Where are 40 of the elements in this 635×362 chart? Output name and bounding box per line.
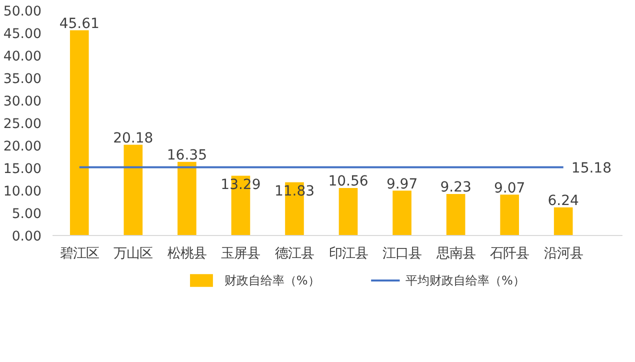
x-tick-label: 思南县 — [435, 246, 476, 262]
bar — [338, 188, 358, 236]
x-tick-label: 松桃县 — [167, 246, 206, 262]
data-label: 9.97 — [386, 176, 418, 192]
y-tick-label: 20.00 — [3, 140, 42, 154]
x-tick-label: 石阡县 — [490, 246, 530, 262]
data-label: 6.24 — [548, 193, 580, 210]
y-tick-label: 45.00 — [3, 27, 42, 42]
y-tick-label: 10.00 — [3, 184, 42, 200]
x-tick-label: 玉屏县 — [221, 246, 260, 262]
y-tick-label: 15.00 — [3, 162, 42, 177]
bar — [500, 194, 519, 236]
bar — [178, 162, 196, 236]
data-label: 9.23 — [440, 180, 472, 196]
x-tick-label: 江口县 — [382, 246, 422, 262]
y-tick-label: 25.00 — [3, 117, 42, 132]
bar — [554, 207, 573, 236]
data-label: 15.18 — [571, 160, 612, 177]
data-label: 9.07 — [494, 180, 526, 196]
x-tick-label: 碧江区 — [60, 246, 99, 262]
x-tick-label: 德江县 — [274, 246, 314, 262]
bar — [124, 144, 143, 236]
y-tick-label: 30.00 — [3, 94, 42, 110]
data-label: 20.18 — [113, 130, 154, 146]
x-tick-label: 印江县 — [328, 246, 368, 262]
bar — [392, 190, 412, 236]
data-label: 16.35 — [166, 148, 207, 164]
bar — [70, 30, 89, 236]
legend-label: 平均财政自给率（%） — [405, 274, 525, 288]
y-tick-label: 35.00 — [3, 72, 42, 87]
y-tick-label: 0.00 — [12, 230, 42, 244]
y-tick-label: 50.00 — [3, 4, 42, 20]
x-tick-label: 万山区 — [114, 246, 153, 262]
y-tick-label: 5.00 — [12, 207, 42, 222]
data-label: 45.61 — [59, 16, 100, 32]
bar — [446, 194, 466, 236]
data-label: 10.56 — [328, 174, 368, 190]
y-tick-label: 40.00 — [3, 50, 42, 64]
x-tick-label: 沿河县 — [544, 246, 583, 262]
legend-label: 财政自给率（%） — [224, 274, 320, 288]
